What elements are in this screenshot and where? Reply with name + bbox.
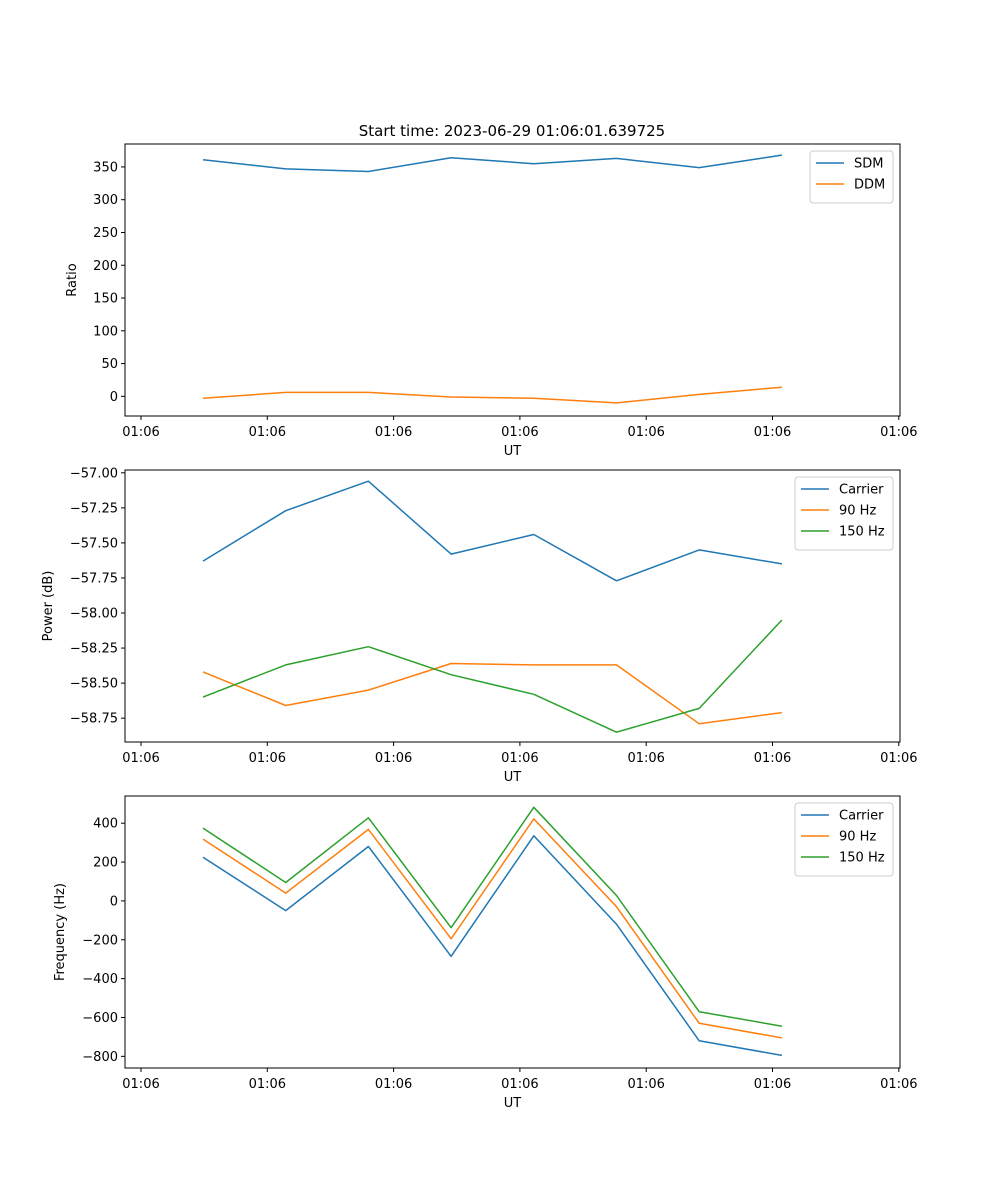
x-tick-label: 01:06 xyxy=(249,751,286,766)
x-tick-label: 01:06 xyxy=(880,751,917,766)
figure-title: Start time: 2023-06-29 01:06:01.639725 xyxy=(359,122,665,140)
legend-box xyxy=(809,150,894,204)
legend-label: SDM xyxy=(854,157,883,172)
x-tick-label: 01:06 xyxy=(627,1077,664,1092)
y-tick-label: 50 xyxy=(101,357,118,372)
legend-label: 150 Hz xyxy=(839,851,885,866)
x-tick-label: 01:06 xyxy=(880,1077,917,1092)
x-tick-label: 01:06 xyxy=(501,751,538,766)
x-tick-label: 01:06 xyxy=(754,751,791,766)
series-line-90-hz xyxy=(202,662,783,725)
x-tick-label: 01:06 xyxy=(754,425,791,440)
legend-label: Carrier xyxy=(839,809,884,824)
y-axis-label: Power (dB) xyxy=(41,571,56,642)
y-tick-label: −200 xyxy=(82,933,118,948)
y-tick-label: 0 xyxy=(110,894,118,909)
y-tick-label: 400 xyxy=(93,817,118,832)
x-tick-label: 01:06 xyxy=(501,425,538,440)
y-axis-label: Frequency (Hz) xyxy=(53,883,68,981)
y-tick-label: −600 xyxy=(82,1011,118,1026)
y-tick-label: −58.00 xyxy=(70,607,118,622)
legend-label: DDM xyxy=(854,178,885,193)
x-tick-label: 01:06 xyxy=(501,1077,538,1092)
series-line-carrier xyxy=(202,480,783,582)
y-tick-label: 0 xyxy=(110,390,118,405)
x-tick-label: 01:06 xyxy=(249,1077,286,1092)
y-axis-label: Ratio xyxy=(65,263,80,296)
series-line-sdm xyxy=(202,154,783,173)
x-tick-label: 01:06 xyxy=(375,751,412,766)
y-tick-label: 250 xyxy=(93,226,118,241)
y-tick-label: 200 xyxy=(93,259,118,274)
x-axis-label: UT xyxy=(504,1096,522,1111)
axes-frame xyxy=(124,143,901,417)
x-tick-label: 01:06 xyxy=(627,425,664,440)
axes-frame xyxy=(124,469,901,743)
x-tick-label: 01:06 xyxy=(249,425,286,440)
axes-frame xyxy=(124,795,901,1069)
x-tick-label: 01:06 xyxy=(375,425,412,440)
y-tick-label: 300 xyxy=(93,193,118,208)
x-tick-label: 01:06 xyxy=(754,1077,791,1092)
y-tick-label: −400 xyxy=(82,972,118,987)
y-tick-label: −57.50 xyxy=(70,536,118,551)
y-tick-label: −58.75 xyxy=(70,712,118,727)
panel-2: 01:0601:0601:0601:0601:0601:0601:0601:07… xyxy=(41,466,918,785)
y-tick-label: 100 xyxy=(93,324,118,339)
x-tick-label: 01:06 xyxy=(122,425,159,440)
y-tick-label: 150 xyxy=(93,292,118,307)
legend-label: Carrier xyxy=(839,483,884,498)
x-tick-label: 01:06 xyxy=(627,751,664,766)
y-tick-label: −57.00 xyxy=(70,466,118,481)
series-line-90-hz xyxy=(202,818,783,1039)
panels: 01:0601:0601:0601:0601:0601:0601:0601:07… xyxy=(41,143,918,1111)
series-line-ddm xyxy=(202,386,782,404)
x-axis-label: UT xyxy=(504,444,522,459)
y-tick-label: −800 xyxy=(82,1050,118,1065)
y-tick-label: −58.50 xyxy=(70,677,118,692)
y-tick-label: −57.25 xyxy=(70,501,118,516)
legend-label: 150 Hz xyxy=(839,525,885,540)
x-tick-label: 01:06 xyxy=(880,425,917,440)
series-line-150-hz xyxy=(202,806,783,1027)
y-tick-label: −58.25 xyxy=(70,642,118,657)
y-tick-label: −57.75 xyxy=(70,571,118,586)
y-tick-label: 350 xyxy=(93,160,118,175)
x-axis-label: UT xyxy=(504,770,522,785)
panel-1: 01:0601:0601:0601:0601:0601:0601:0601:07… xyxy=(65,143,918,459)
legend-label: 90 Hz xyxy=(839,504,876,519)
y-tick-label: 200 xyxy=(93,856,118,871)
series-line-150-hz xyxy=(202,619,783,733)
x-tick-label: 01:06 xyxy=(122,751,159,766)
series-line-carrier xyxy=(202,835,783,1057)
legend-label: 90 Hz xyxy=(839,830,876,845)
x-tick-label: 01:06 xyxy=(375,1077,412,1092)
x-tick-label: 01:06 xyxy=(122,1077,159,1092)
panel-3: 01:0601:0601:0601:0601:0601:0601:0601:07… xyxy=(53,795,918,1111)
